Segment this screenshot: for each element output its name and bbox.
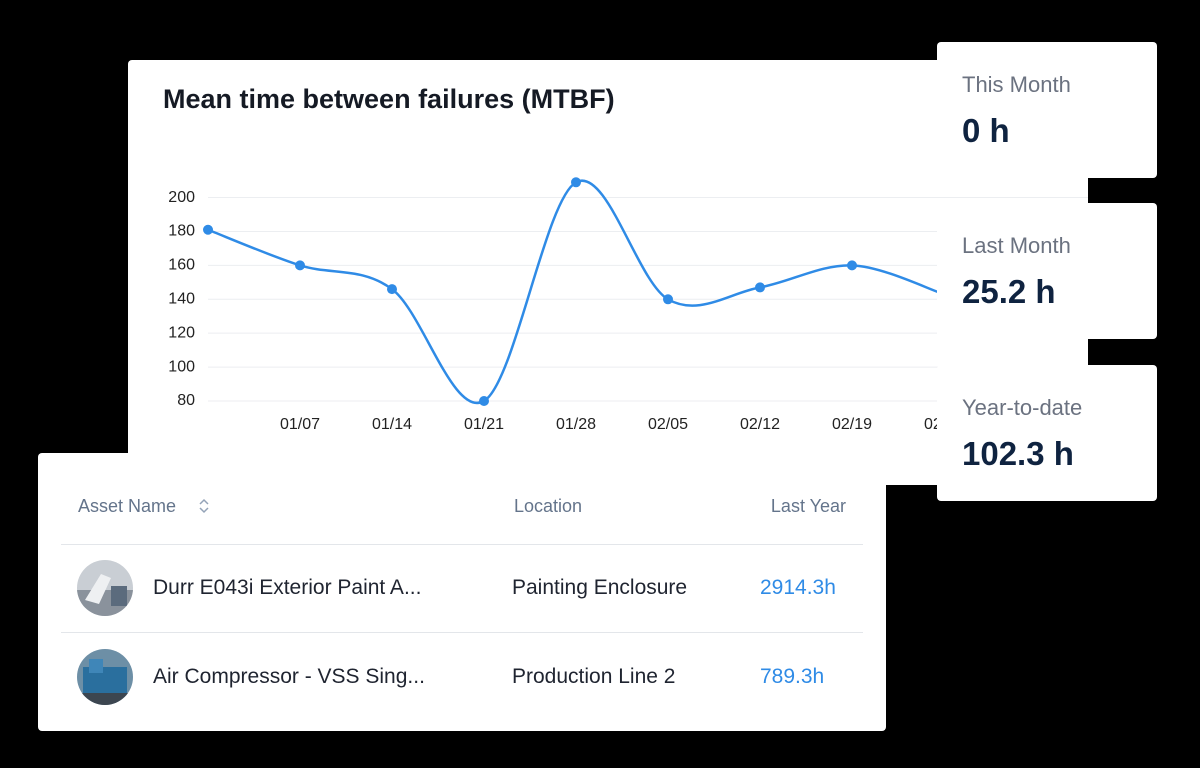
divider (61, 632, 863, 633)
point (387, 284, 397, 295)
stat-label: This Month (962, 72, 1071, 97)
y-tick-label: 120 (168, 324, 195, 341)
x-tick-label: 02/19 (832, 416, 872, 433)
x-tick-label: 02/05 (648, 416, 688, 433)
asset-name[interactable]: Air Compressor - VSS Sing... (153, 665, 425, 688)
column-header[interactable]: Asset Name (78, 496, 177, 516)
column-header: Last Year (770, 496, 846, 516)
chart-card: 80 100 120 140 160 180 200 01/07 01/14 01/21 01/28… (128, 60, 1088, 485)
point (479, 396, 489, 406)
sort-icon[interactable] (198, 498, 210, 514)
line (207, 179, 945, 405)
point (755, 282, 765, 293)
x-tick-label: 01/21 (464, 416, 504, 433)
stat-value: 25.2 h (962, 273, 1056, 310)
y-tick-label: 140 (168, 290, 195, 307)
x-tick-label: 01/28 (556, 416, 596, 433)
y-tick-label: 160 (168, 257, 195, 274)
chart-title: Mean time between failures (MTBF) (163, 84, 615, 114)
column-header: Location (514, 496, 583, 516)
x-tick-label: 01/14 (372, 416, 412, 433)
location: Painting Enclosure (512, 576, 688, 599)
stat-label: Year-to-date (962, 395, 1083, 420)
y-tick-label: 100 (168, 358, 195, 375)
last-year: 2914.3h (760, 576, 836, 599)
location: Production Line 2 (512, 665, 676, 688)
stat-card: Last Month 25.2 h (937, 203, 1157, 339)
y-tick-label: 80 (177, 392, 195, 409)
stat-card: This Month 0 h (937, 42, 1157, 178)
y-tick-label: 200 (168, 189, 195, 206)
asset-name[interactable]: Durr E043i Exterior Paint A... (153, 576, 422, 599)
point (663, 294, 673, 305)
point (295, 260, 305, 271)
table-card: Asset Name Location Last Year Durr E043i… (38, 453, 886, 731)
x-tick-label: 02/12 (740, 416, 780, 433)
stat-card: Year-to-date 102.3 h (937, 365, 1157, 501)
stat-value: 102.3 h (962, 435, 1074, 472)
asset-thumbnail (77, 649, 133, 705)
x-tick-label: 01/07 (280, 416, 320, 433)
last-year: 789.3h (760, 665, 825, 688)
point (847, 260, 857, 271)
y-tick-label: 180 (168, 223, 195, 240)
point (571, 177, 581, 188)
asset-thumbnail (77, 560, 133, 616)
stat-value: 0 h (962, 112, 1010, 149)
point (203, 224, 213, 235)
stat-label: Last Month (962, 233, 1071, 258)
divider (61, 544, 863, 545)
